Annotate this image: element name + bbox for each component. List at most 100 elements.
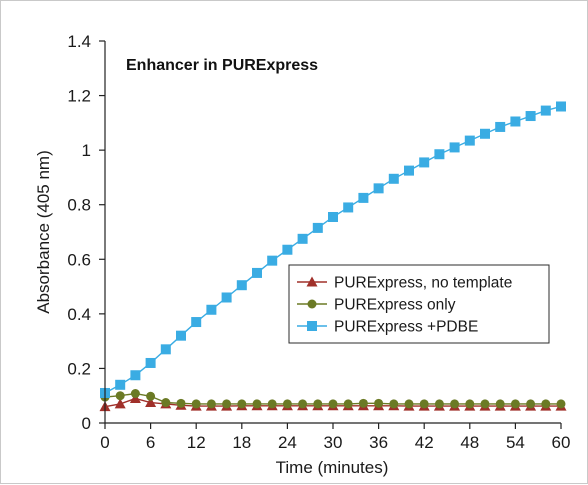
- legend-box: [288, 264, 550, 344]
- data-point: [312, 222, 323, 233]
- data-point: [130, 389, 140, 399]
- data-point: [191, 317, 202, 328]
- data-point: [297, 233, 308, 244]
- data-point: [237, 399, 247, 409]
- y-tick-label: 0.6: [67, 250, 91, 269]
- legend-marker: [307, 299, 317, 309]
- data-point: [541, 399, 551, 409]
- y-tick-label: 1.4: [67, 32, 91, 51]
- x-tick-label: 48: [460, 433, 479, 452]
- data-point: [556, 101, 566, 112]
- data-point: [221, 292, 232, 303]
- data-point: [267, 399, 277, 409]
- legend-entry: PURExpress only: [297, 297, 456, 314]
- data-point: [267, 255, 278, 266]
- data-point: [389, 399, 399, 409]
- data-point: [419, 157, 430, 168]
- data-point: [480, 399, 490, 409]
- legend-items: PURExpress, no template PURExpress only PU…: [297, 275, 512, 336]
- data-point: [328, 399, 338, 409]
- y-axis-title: Absorbance (405 nm): [34, 150, 53, 313]
- data-point: [404, 165, 414, 176]
- y-tick-label: 0.8: [67, 196, 91, 215]
- data-point: [176, 330, 186, 341]
- y-tick-label: 0.4: [67, 305, 91, 324]
- data-point: [328, 211, 338, 222]
- x-tick-label: 30: [324, 433, 343, 452]
- data-point: [510, 399, 520, 409]
- legend-label: PURExpress +PDBE: [334, 319, 478, 336]
- data-point: [146, 391, 156, 401]
- data-point: [465, 399, 475, 409]
- x-tick-label: 6: [146, 433, 155, 452]
- y-tick-label: 0.2: [67, 359, 91, 378]
- data-point: [495, 121, 506, 132]
- data-point: [298, 399, 308, 409]
- legend-label: PURExpress only: [334, 297, 456, 314]
- data-point: [160, 344, 171, 355]
- series-line: [104, 105, 562, 394]
- data-point: [510, 116, 521, 127]
- data-point: [176, 398, 186, 408]
- data-point: [525, 111, 536, 122]
- data-point: [495, 399, 505, 409]
- data-point: [388, 173, 399, 184]
- data-point: [282, 244, 293, 255]
- data-point: [252, 399, 262, 409]
- data-point: [434, 149, 445, 160]
- data-point: [358, 398, 368, 408]
- y-tick-label: 0: [82, 414, 91, 433]
- x-tick-label: 60: [552, 433, 571, 452]
- data-point: [373, 183, 384, 194]
- axes-layer: 0 0.2 0.4 0.6 0.8 1 1.2 1.4 0 6 12 18 24 30 36 42 48 54 60: [67, 32, 570, 452]
- data-point: [343, 399, 353, 409]
- x-tick-label: 12: [187, 433, 206, 452]
- legend-entry: PURExpress +PDBE: [297, 319, 478, 336]
- x-tick-label: 24: [278, 433, 297, 452]
- data-point: [206, 399, 216, 409]
- data-point: [222, 399, 232, 409]
- data-point: [282, 399, 292, 409]
- data-point: [358, 192, 369, 203]
- data-point: [480, 128, 490, 139]
- legend: PURExpress, no template PURExpress only PU…: [288, 264, 550, 344]
- data-point: [114, 398, 126, 409]
- data-point: [404, 399, 414, 409]
- data-point: [434, 399, 444, 409]
- legend-marker: [306, 276, 318, 287]
- data-point: [449, 142, 460, 153]
- data-point: [556, 399, 566, 409]
- x-tick-label: 42: [415, 433, 434, 452]
- legend-entry: PURExpress, no template: [297, 275, 512, 292]
- data-point: [464, 135, 475, 146]
- data-point: [206, 304, 217, 315]
- data-point: [145, 397, 157, 408]
- series-circle: [100, 389, 566, 409]
- data-point: [161, 398, 171, 408]
- data-point: [526, 399, 536, 409]
- chart-title: Enhancer in PURExpress: [126, 57, 318, 74]
- x-tick-label: 0: [100, 433, 109, 452]
- legend-label: PURExpress, no template: [334, 275, 512, 292]
- data-point: [191, 399, 201, 409]
- x-tick-label: 18: [232, 433, 251, 452]
- data-point: [236, 280, 247, 291]
- data-point: [419, 399, 429, 409]
- data-point: [115, 391, 125, 401]
- data-point: [313, 399, 323, 409]
- series-layer: [99, 101, 567, 412]
- legend-marker: [307, 321, 317, 331]
- data-point: [450, 399, 460, 409]
- data-point: [115, 379, 126, 390]
- x-tick-label: 36: [369, 433, 388, 452]
- data-point: [252, 267, 262, 278]
- series-square: [100, 101, 566, 398]
- data-point: [130, 370, 141, 381]
- data-point: [145, 357, 156, 368]
- data-point: [374, 398, 384, 408]
- y-tick-label: 1.2: [67, 87, 91, 106]
- data-point: [540, 105, 551, 116]
- x-tick-label: 54: [506, 433, 525, 452]
